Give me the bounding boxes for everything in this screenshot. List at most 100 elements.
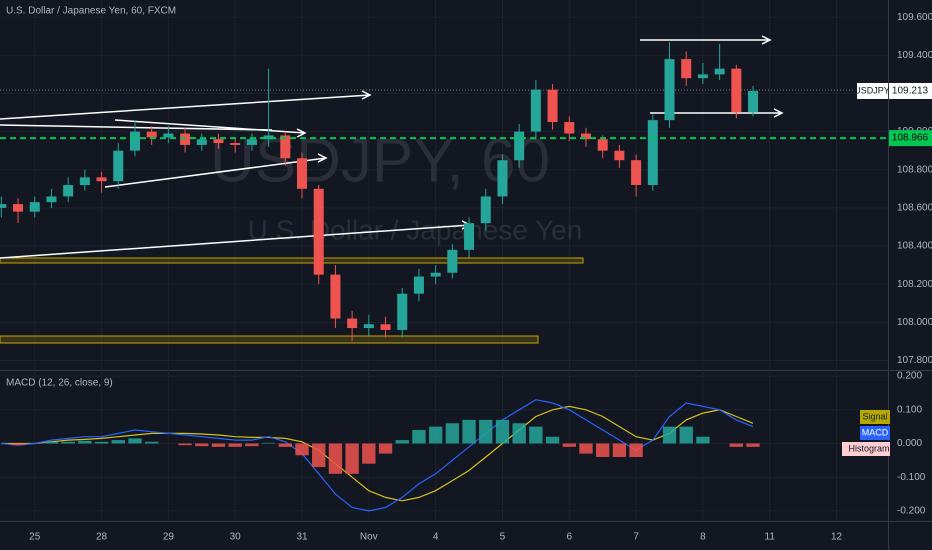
histogram-bar — [596, 443, 610, 457]
histogram-bar — [746, 443, 760, 447]
y-tick-label: 108.000 — [897, 317, 932, 328]
level-tag — [889, 130, 932, 147]
y2-tick-label: -0.100 — [897, 472, 926, 483]
symbol-tag — [857, 82, 888, 99]
y2-tick-label: -0.200 — [897, 506, 926, 517]
histogram-bar — [312, 443, 326, 468]
candle-body — [681, 59, 692, 79]
indicator-line — [1, 399, 754, 512]
candle-body — [163, 133, 174, 138]
candle-body — [397, 293, 408, 330]
candle-body — [180, 133, 191, 145]
trend-line — [114, 119, 307, 138]
candle-body — [79, 177, 90, 185]
histogram-bar — [545, 436, 560, 444]
histogram-bar — [696, 436, 710, 444]
histogram-bar — [211, 443, 226, 447]
histogram-bar — [495, 419, 510, 444]
x-tick-label: 8 — [700, 532, 706, 543]
candle-body — [63, 185, 74, 197]
x-tick-label: 6 — [567, 532, 573, 543]
x-tick-label: 5 — [500, 532, 506, 543]
y-tick-label: 109.600 — [897, 12, 932, 23]
candle-body — [447, 249, 458, 273]
histogram-bar — [729, 443, 744, 447]
legend-box — [860, 410, 890, 424]
price-tag — [889, 82, 932, 99]
legend-label: Histogram — [848, 443, 889, 453]
candle-body — [530, 89, 541, 132]
candle-body — [430, 272, 441, 277]
x-tick-label: 29 — [163, 532, 175, 543]
candle-body — [146, 131, 157, 138]
indicator-line — [1, 405, 754, 502]
histogram-bar — [111, 440, 125, 444]
histogram-bar — [144, 441, 159, 444]
candle-body — [96, 177, 107, 182]
candle-body — [464, 223, 475, 250]
watermark-subtitle: U.S. Dollar / Japanese Yen — [248, 214, 583, 245]
histogram-bar — [128, 438, 142, 444]
candle-body — [697, 74, 708, 79]
candle-body — [664, 59, 675, 121]
histogram-bar — [61, 441, 75, 444]
candle-body — [246, 139, 257, 145]
candle-body — [614, 150, 625, 161]
candle-body — [230, 143, 241, 145]
x-tick-label: 31 — [296, 532, 308, 543]
histogram-bar — [378, 443, 393, 454]
y-tick-label: 108.600 — [897, 203, 932, 214]
histogram-bar — [44, 441, 59, 444]
histogram-bar — [362, 443, 376, 464]
x-tick-label: 30 — [230, 532, 242, 543]
zone — [0, 257, 584, 264]
candle-body — [13, 204, 24, 212]
candle-body — [46, 196, 57, 203]
y2-tick-label: 0.200 — [897, 371, 922, 382]
trend-line — [104, 153, 328, 188]
y-tick-label: 108.400 — [897, 241, 932, 252]
chart-title: U.S. Dollar / Japanese Yen, 60, FXCM — [6, 6, 176, 17]
histogram-bar — [328, 443, 343, 474]
histogram-bar — [178, 443, 192, 446]
candle-body — [347, 318, 358, 329]
candle-body — [263, 135, 274, 140]
x-tick-label: 11 — [765, 532, 776, 543]
histogram-bar — [445, 423, 460, 444]
histogram-bar — [579, 443, 593, 454]
legend-label: Signal — [862, 411, 887, 421]
trend-line — [0, 124, 273, 131]
histogram-bar — [612, 443, 627, 457]
candle-body — [497, 160, 508, 197]
x-tick-label: 7 — [633, 532, 639, 543]
x-tick-label: 4 — [433, 532, 439, 543]
candle-body — [413, 276, 424, 294]
y-tick-label: 107.800 — [897, 355, 932, 366]
histogram-bar — [245, 443, 259, 447]
candle-body — [480, 196, 491, 224]
x-tick-label: Nov — [360, 532, 378, 543]
histogram-bar — [345, 443, 359, 474]
candle-body — [647, 120, 658, 185]
y2-tick-label: 0.000 — [897, 438, 922, 449]
histogram-bar — [679, 426, 693, 444]
candle-body — [330, 274, 341, 319]
histogram-bar — [295, 443, 309, 456]
candle-body — [731, 68, 742, 113]
candle-body — [113, 150, 124, 182]
symbol-label: USDJPY — [854, 85, 890, 95]
histogram-bar — [261, 442, 276, 444]
legend-label: MACD — [862, 427, 889, 437]
histogram-bar — [629, 443, 643, 457]
candle-body — [0, 204, 7, 208]
x-tick-label: 28 — [96, 532, 108, 543]
histogram-bar — [512, 423, 526, 444]
drawings — [0, 35, 888, 344]
y2-tick-label: 0.100 — [897, 404, 922, 415]
legend-box — [860, 426, 890, 440]
histogram-bar — [395, 440, 409, 444]
histogram-bar — [228, 443, 242, 447]
price-label: 109.213 — [892, 86, 929, 97]
